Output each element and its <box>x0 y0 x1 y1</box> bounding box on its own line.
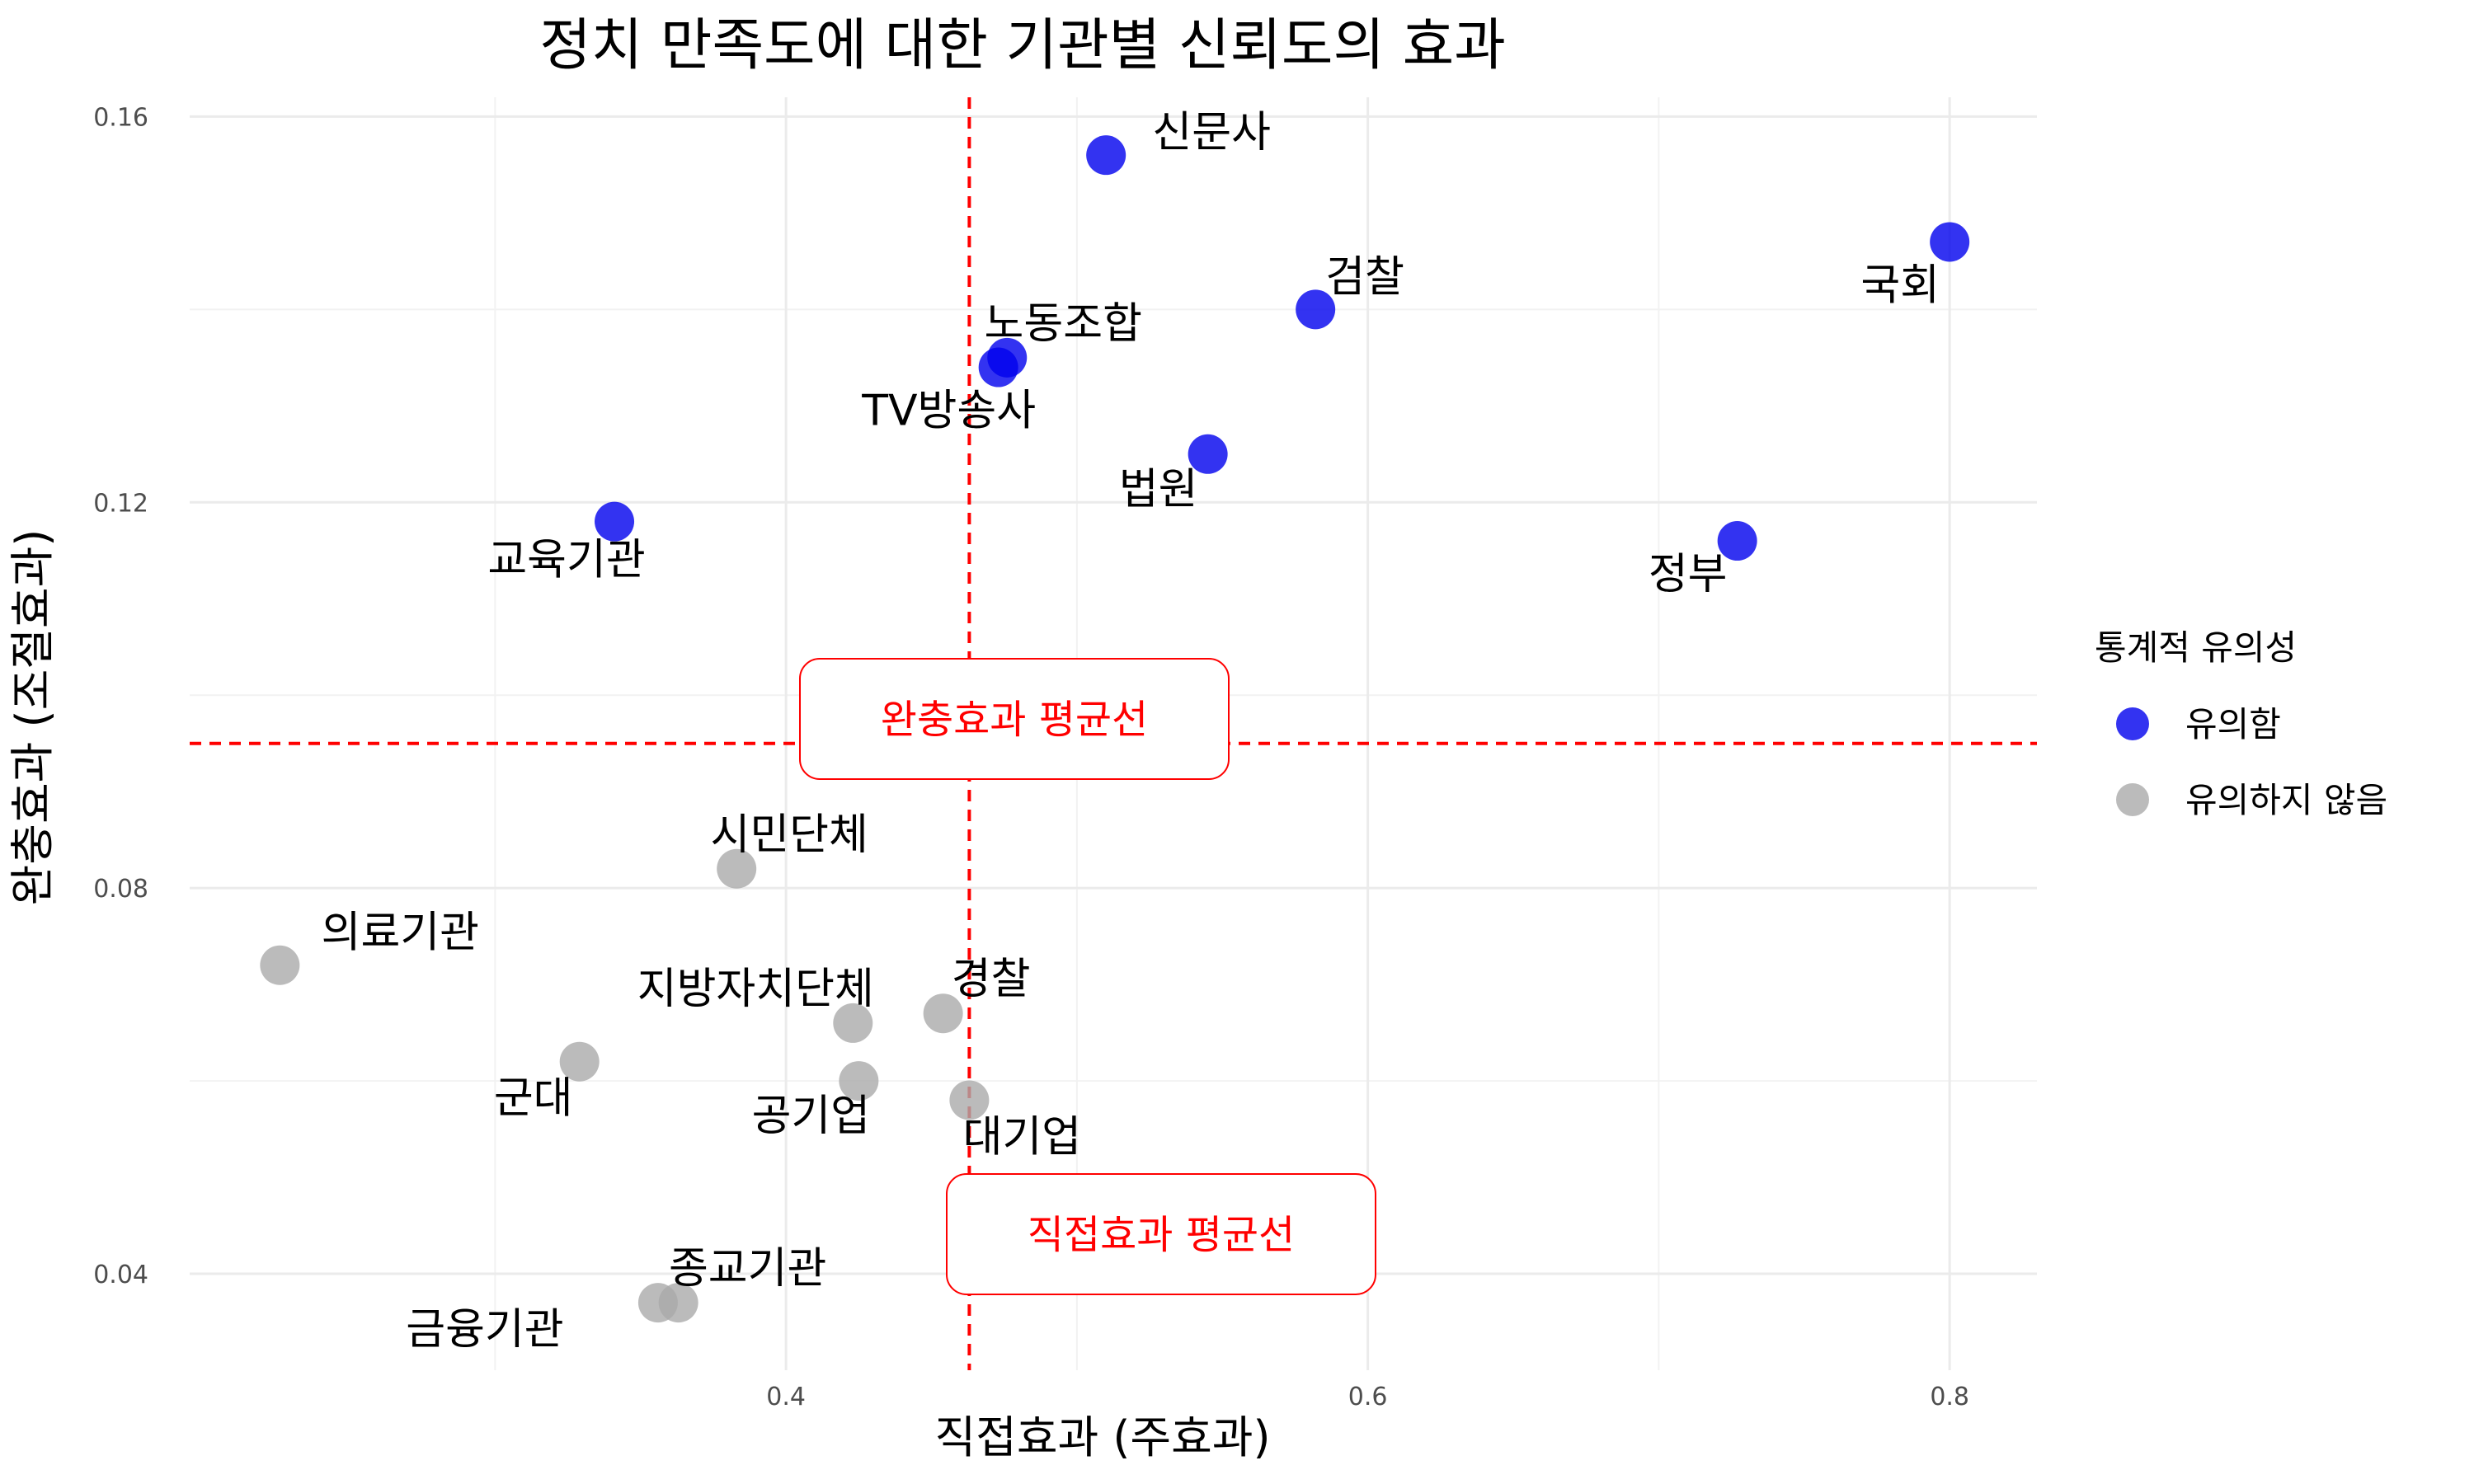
y-tick-label: 0.16 <box>93 103 148 132</box>
legend-label-significant: 유의함 <box>2185 704 2281 744</box>
legend-marker-significant <box>2116 707 2149 740</box>
point-label: 검찰 <box>1325 252 1404 302</box>
data-point <box>833 1003 873 1043</box>
legend-title: 통계적 유의성 <box>2095 627 2297 668</box>
direct-mean-label: 직접효과 평균선 <box>1028 1212 1295 1258</box>
x-tick-label: 0.8 <box>1930 1383 1969 1411</box>
data-point <box>1717 521 1757 561</box>
data-point <box>1188 434 1228 474</box>
y-axis-title: 완충효과 (조절효과) <box>7 529 59 906</box>
data-point <box>595 501 635 542</box>
data-point <box>949 1080 990 1120</box>
legend-marker-not-significant <box>2116 783 2149 816</box>
data-point <box>839 1061 879 1101</box>
data-point <box>717 848 757 889</box>
point-label: 시민단체 <box>710 810 868 860</box>
x-tick-label: 0.6 <box>1348 1383 1388 1411</box>
data-point <box>260 945 300 985</box>
point-label: 법원 <box>1119 465 1198 514</box>
point-label: 신문사 <box>1152 108 1271 157</box>
data-point <box>923 993 963 1034</box>
point-label: 대기업 <box>963 1112 1082 1162</box>
point-label: 지방자치단체 <box>637 965 874 1014</box>
y-tick-label: 0.12 <box>93 489 148 518</box>
x-axis-title: 직접효과 (주효과) <box>934 1411 1270 1463</box>
y-tick-label: 0.08 <box>93 875 148 904</box>
data-point <box>1296 289 1336 330</box>
data-point <box>1086 135 1126 176</box>
point-label: TV방송사 <box>861 387 1036 436</box>
point-label: 공기업 <box>752 1092 871 1141</box>
data-point <box>978 347 1018 387</box>
point-label: 교육기관 <box>487 536 645 585</box>
data-point <box>559 1041 600 1082</box>
data-points <box>260 135 1970 1323</box>
legend-label-not-significant: 유의하지 않음 <box>2185 780 2387 820</box>
point-label: 국회 <box>1860 261 1940 310</box>
point-label: 경찰 <box>952 955 1031 1004</box>
data-point <box>1930 222 1970 262</box>
point-label: 정부 <box>1649 550 1728 599</box>
x-tick-label: 0.4 <box>766 1383 806 1411</box>
data-point <box>637 1283 678 1323</box>
y-tick-label: 0.04 <box>93 1261 148 1289</box>
chart-title: 정치 만족도에 대한 기관별 신뢰도의 효과 <box>539 13 1506 78</box>
legend: 통계적 유의성 유의함 유의하지 않음 <box>2095 627 2387 820</box>
point-label: 금융기관 <box>406 1305 563 1355</box>
direct-mean-label-box <box>946 1173 1376 1295</box>
buffer-mean-label: 완충효과 평균선 <box>881 697 1148 743</box>
point-label: 노동조합 <box>985 299 1142 349</box>
point-label: 군대 <box>494 1074 573 1124</box>
axis-ticks: 0.4 0.6 0.8 0.04 0.08 0.12 0.16 <box>93 103 1969 1411</box>
point-label: 종교기관 <box>669 1244 826 1294</box>
point-label: 의료기관 <box>322 909 479 958</box>
buffer-mean-label-box <box>799 658 1230 780</box>
